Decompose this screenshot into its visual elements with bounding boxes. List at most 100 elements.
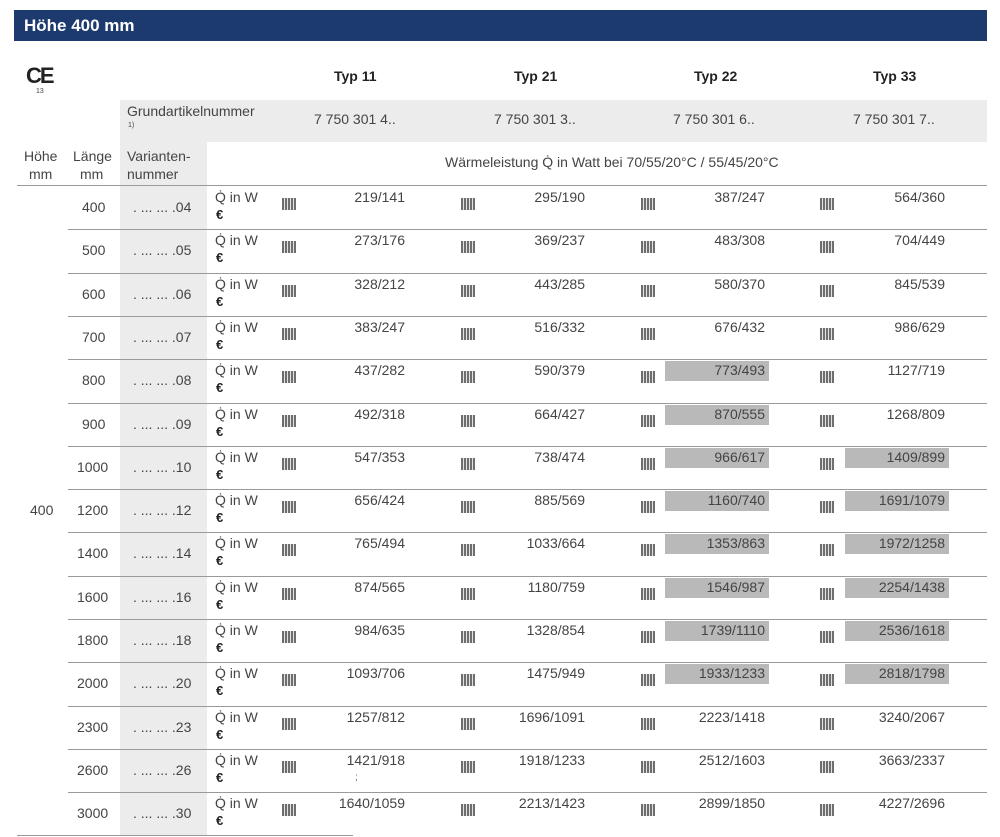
- length-value: 1800: [77, 632, 109, 648]
- matrix-code-icon: [641, 804, 655, 816]
- matrix-code-icon: [461, 718, 475, 730]
- matrix-code-icon: [461, 544, 475, 556]
- power-value: 1696/1091: [518, 709, 585, 725]
- highlight-cell: [845, 578, 949, 598]
- power-value: 1933/1233: [698, 665, 765, 681]
- matrix-code-icon: [820, 588, 834, 600]
- highlight-cell: [845, 491, 949, 511]
- variant-number: . ... ... .06: [133, 286, 192, 302]
- matrix-code-icon: [461, 588, 475, 600]
- q-label: Q̇ in W: [215, 319, 258, 335]
- power-value: 483/308: [714, 232, 765, 248]
- euro-icon: €: [216, 597, 224, 612]
- type-heading: Typ 33: [873, 68, 917, 84]
- variant-heading-2: nummer: [127, 166, 179, 182]
- matrix-code-icon: [820, 544, 834, 556]
- variant-heading: Varianten-: [127, 148, 191, 164]
- matrix-code-icon: [461, 458, 475, 470]
- matrix-code-icon: [282, 761, 296, 773]
- q-label: Q̇ in W: [215, 622, 258, 638]
- power-value: 1546/987: [706, 579, 765, 595]
- matrix-code-icon: [461, 761, 475, 773]
- power-value: 328/212: [354, 276, 405, 292]
- power-value: 3663/2337: [878, 752, 945, 768]
- length-value: 2600: [77, 762, 109, 778]
- power-value: 443/285: [534, 276, 585, 292]
- euro-icon: €: [216, 337, 224, 352]
- euro-icon: €: [216, 510, 224, 525]
- power-value: 1640/1059: [338, 795, 405, 811]
- variant-number: . ... ... .08: [133, 372, 192, 388]
- matrix-code-icon: [282, 674, 296, 686]
- power-value: 773/493: [714, 362, 765, 378]
- variant-number: . ... ... .05: [133, 242, 192, 258]
- variant-number: . ... ... .23: [133, 719, 192, 735]
- power-value: 1268/809: [886, 406, 945, 422]
- power-value: 870/555: [714, 406, 765, 422]
- matrix-code-icon: [282, 198, 296, 210]
- variant-number: . ... ... .09: [133, 416, 192, 432]
- row-divider: [68, 229, 987, 230]
- power-value: 369/237: [534, 232, 585, 248]
- matrix-code-icon: [820, 198, 834, 210]
- matrix-code-icon: [461, 198, 475, 210]
- matrix-code-icon: [641, 631, 655, 643]
- power-value: 2223/1418: [698, 709, 765, 725]
- article-number: 7 750 301 3..: [494, 111, 576, 127]
- length-value: 2000: [77, 675, 109, 691]
- variant-number: . ... ... .10: [133, 459, 192, 475]
- hoehe-value: 400: [30, 502, 54, 518]
- length-value: 400: [82, 199, 106, 215]
- power-value: 1180/759: [527, 579, 585, 595]
- article-number: 7 750 301 4..: [314, 111, 396, 127]
- power-value: 765/494: [354, 535, 405, 551]
- matrix-code-icon: [461, 328, 475, 340]
- matrix-code-icon: [282, 371, 296, 383]
- hoehe-heading: Höhe: [24, 148, 58, 164]
- matrix-code-icon: [461, 371, 475, 383]
- length-value: 900: [82, 416, 106, 432]
- euro-icon: €: [216, 467, 224, 482]
- matrix-code-icon: [282, 588, 296, 600]
- euro-icon: €: [216, 250, 224, 265]
- q-label: Q̇ in W: [215, 709, 258, 725]
- grundartikel-label: Grundartikelnummer: [127, 103, 255, 119]
- power-value: 2536/1618: [878, 622, 945, 638]
- q-label: Q̇ in W: [215, 189, 258, 205]
- variant-number: . ... ... .12: [133, 502, 192, 518]
- q-label: Q̇ in W: [215, 362, 258, 378]
- matrix-code-icon: [282, 415, 296, 427]
- matrix-code-icon: [282, 544, 296, 556]
- length-value: 1600: [77, 589, 109, 605]
- row-divider: [68, 359, 987, 360]
- highlight-cell: [845, 621, 949, 641]
- type-heading: Typ 21: [514, 68, 558, 84]
- matrix-code-icon: [461, 804, 475, 816]
- power-value: 874/565: [354, 579, 405, 595]
- power-value: 656/424: [354, 492, 405, 508]
- stray-mark: ;: [355, 772, 358, 783]
- power-value: 1160/740: [707, 492, 765, 508]
- euro-icon: €: [216, 640, 224, 655]
- power-value: 590/379: [534, 362, 585, 378]
- power-value: 4227/2696: [878, 795, 945, 811]
- power-value: 383/247: [354, 319, 405, 335]
- power-value: 2213/1423: [518, 795, 585, 811]
- matrix-code-icon: [641, 588, 655, 600]
- matrix-code-icon: [820, 674, 834, 686]
- variant-number: . ... ... .26: [133, 762, 192, 778]
- q-label: Q̇ in W: [215, 752, 258, 768]
- power-value: 664/427: [534, 406, 585, 422]
- variant-number: . ... ... .14: [133, 545, 192, 561]
- euro-icon: €: [216, 553, 224, 568]
- header-divider: [17, 185, 987, 186]
- length-value: 2300: [77, 719, 109, 735]
- variant-column-bar: [120, 186, 207, 835]
- euro-icon: €: [216, 683, 224, 698]
- length-value: 700: [82, 329, 106, 345]
- highlight-cell: [845, 534, 949, 554]
- type-heading: Typ 11: [334, 68, 377, 84]
- matrix-code-icon: [282, 501, 296, 513]
- power-value: 1127/719: [887, 362, 945, 378]
- power-value: 676/432: [714, 319, 765, 335]
